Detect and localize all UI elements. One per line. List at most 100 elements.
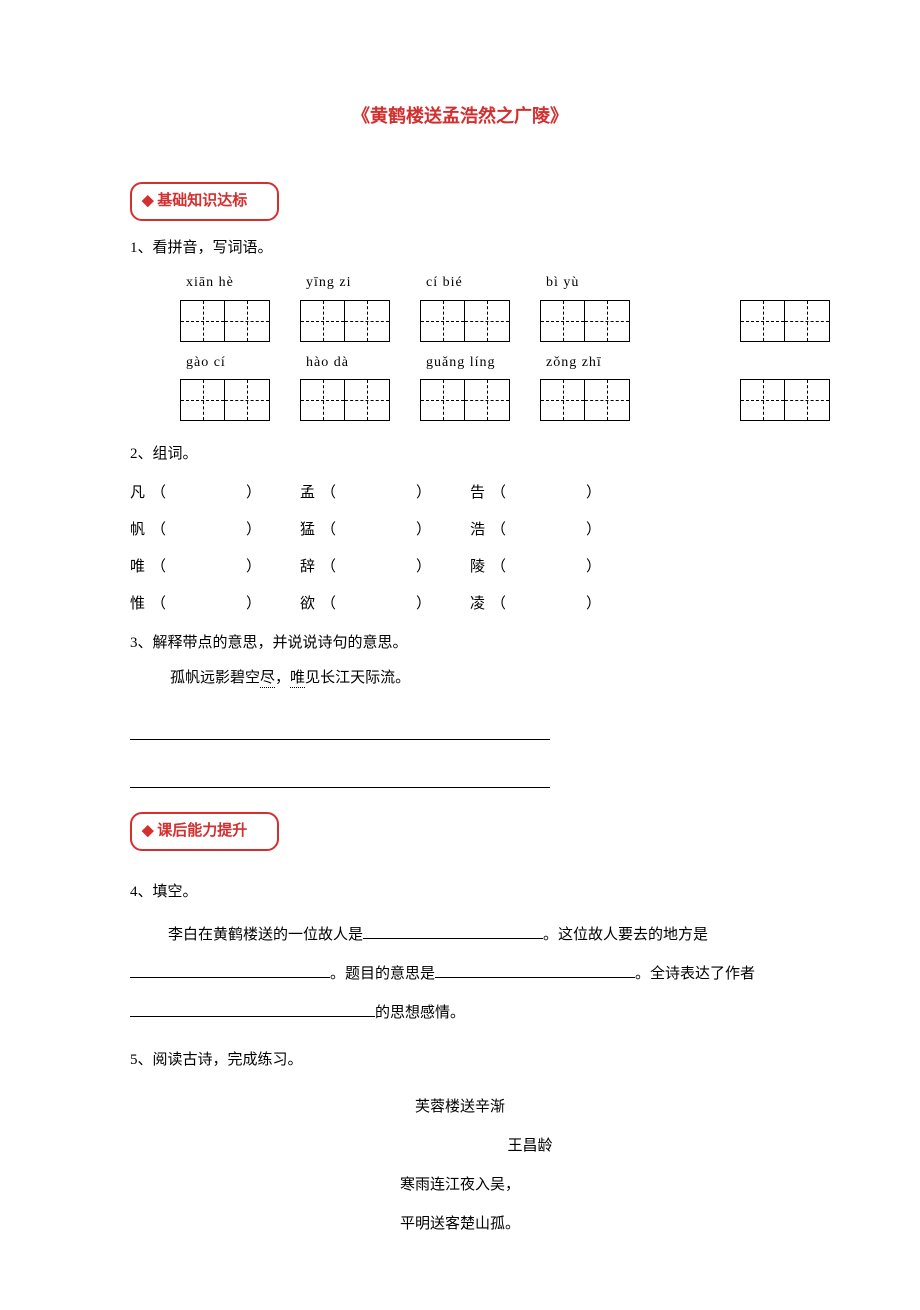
hanzi-boxes[interactable] xyxy=(740,300,830,342)
q4-label: 4、填空。 xyxy=(130,879,790,906)
q1-row2: gào cí hào dà guǎng líng zǒng zhī xyxy=(180,350,790,421)
zuci-char: 告 xyxy=(470,480,485,507)
pinyin-text: gào cí xyxy=(186,350,270,375)
hanzi-box[interactable] xyxy=(420,300,465,342)
hanzi-boxes[interactable] xyxy=(300,300,390,342)
zuci-char: 帆 xyxy=(130,517,145,544)
q4-paragraph: 李白在黄鹤楼送的一位故人是 。这位故人要去的地方是 。题目的意思是 。全诗表达了作者… xyxy=(130,916,790,1033)
hanzi-box[interactable] xyxy=(345,379,390,421)
blank-underline[interactable] xyxy=(435,977,635,978)
q4-text: 李白在黄鹤楼送的一位故人是 xyxy=(168,927,363,943)
q3-text: 见长江天际流。 xyxy=(305,670,410,686)
paren-open: （ xyxy=(151,554,166,581)
q1-label: 1、看拼音，写词语。 xyxy=(130,235,790,262)
hanzi-boxes[interactable] xyxy=(180,379,270,421)
pinyin-text-empty xyxy=(746,350,830,375)
blank-underline[interactable] xyxy=(363,938,543,939)
zuci-item: 孟（ ） xyxy=(300,480,470,507)
paren-close: ） xyxy=(416,480,431,507)
section-header-marker: ◆ xyxy=(142,823,154,839)
dotted-char: 尽 xyxy=(260,670,275,686)
hanzi-box[interactable] xyxy=(465,300,510,342)
zuci-item: 欲（） xyxy=(300,591,470,618)
hanzi-box[interactable] xyxy=(540,300,585,342)
poem-author: 王昌龄 xyxy=(270,1133,790,1160)
hanzi-boxes[interactable] xyxy=(180,300,270,342)
q3-poem-line: 孤帆远影碧空尽，唯见长江天际流。 xyxy=(170,665,790,692)
poem-block: 芙蓉楼送辛渐 王昌龄 寒雨连江夜入吴， 平明送客楚山孤。 xyxy=(130,1094,790,1238)
zuci-char: 陵 xyxy=(470,554,485,581)
paren-open: （ xyxy=(491,554,506,581)
zuci-char: 孟 xyxy=(300,480,315,507)
hanzi-boxes[interactable] xyxy=(740,379,830,421)
paren-open: （ xyxy=(321,517,336,544)
zuci-char: 凌 xyxy=(470,591,485,618)
hanzi-box[interactable] xyxy=(345,300,390,342)
section-header-label: 课后能力提升 xyxy=(157,823,247,839)
hanzi-box[interactable] xyxy=(420,379,465,421)
hanzi-box[interactable] xyxy=(585,379,630,421)
hanzi-box[interactable] xyxy=(785,379,830,421)
hanzi-box[interactable] xyxy=(225,379,270,421)
q3-text: ， xyxy=(275,670,290,686)
hanzi-box[interactable] xyxy=(300,379,345,421)
blank-underline[interactable] xyxy=(130,1016,375,1017)
zuci-item: 陵（） xyxy=(470,554,640,581)
hanzi-box[interactable] xyxy=(300,300,345,342)
poem-line: 寒雨连江夜入吴， xyxy=(130,1172,790,1199)
q4-text: 。这位故人要去的地方是 xyxy=(543,927,708,943)
q4-text: 。题目的意思是 xyxy=(330,966,435,982)
zuci-item: 浩（） xyxy=(470,517,640,544)
pinyin-group: bì yù xyxy=(540,270,630,341)
pinyin-group-extra xyxy=(740,350,830,421)
hanzi-box[interactable] xyxy=(180,300,225,342)
zuci-char: 惟 xyxy=(130,591,145,618)
q3-text: 孤帆远影碧空 xyxy=(170,670,260,686)
pinyin-text-empty xyxy=(746,270,830,295)
hanzi-box[interactable] xyxy=(740,300,785,342)
paren-close: ） xyxy=(246,591,261,618)
paren-open: （ xyxy=(491,591,506,618)
hanzi-boxes[interactable] xyxy=(420,300,510,342)
hanzi-boxes[interactable] xyxy=(540,300,630,342)
hanzi-boxes[interactable] xyxy=(540,379,630,421)
hanzi-boxes[interactable] xyxy=(300,379,390,421)
pinyin-group: cí bié xyxy=(420,270,510,341)
section-header-marker: ◆ xyxy=(142,193,154,209)
blank-underline[interactable] xyxy=(130,977,330,978)
paren-close: ） xyxy=(416,591,431,618)
pinyin-text: guǎng líng xyxy=(426,350,510,375)
hanzi-box[interactable] xyxy=(540,379,585,421)
hanzi-box[interactable] xyxy=(465,379,510,421)
pinyin-text: hào dà xyxy=(306,350,390,375)
hanzi-box[interactable] xyxy=(180,379,225,421)
hanzi-box[interactable] xyxy=(785,300,830,342)
zuci-item: 凡（） xyxy=(130,480,300,507)
paren-open: （ xyxy=(491,517,506,544)
zuci-item: 告（） xyxy=(470,480,640,507)
paren-close: ） xyxy=(416,554,431,581)
paren-close: ） xyxy=(246,554,261,581)
paren-open: （ xyxy=(321,480,336,507)
hanzi-box[interactable] xyxy=(740,379,785,421)
paren-open: （ xyxy=(321,591,336,618)
hanzi-box[interactable] xyxy=(225,300,270,342)
pinyin-text: yīng zi xyxy=(306,270,390,295)
paren-close: ） xyxy=(586,517,601,544)
q3-label: 3、解释带点的意思，并说说诗句的意思。 xyxy=(130,630,790,657)
zuci-char: 辞 xyxy=(300,554,315,581)
paren-open: （ xyxy=(151,517,166,544)
hanzi-boxes[interactable] xyxy=(420,379,510,421)
q2-label: 2、组词。 xyxy=(130,441,790,468)
q4-text: 。全诗表达了作者 xyxy=(635,966,755,982)
zuci-char: 猛 xyxy=(300,517,315,544)
q2-table: 凡（） 孟（） 告（） 帆（） 猛（） 浩（） 唯（） 辞（） 陵（） 惟（） … xyxy=(130,480,790,618)
pinyin-text: xiān hè xyxy=(186,270,270,295)
paren-close: ） xyxy=(586,480,601,507)
answer-line[interactable] xyxy=(130,760,550,788)
answer-line[interactable] xyxy=(130,712,550,740)
pinyin-text: zǒng zhī xyxy=(546,350,630,375)
poem-title: 芙蓉楼送辛渐 xyxy=(130,1094,790,1121)
hanzi-box[interactable] xyxy=(585,300,630,342)
pinyin-group: xiān hè xyxy=(180,270,270,341)
